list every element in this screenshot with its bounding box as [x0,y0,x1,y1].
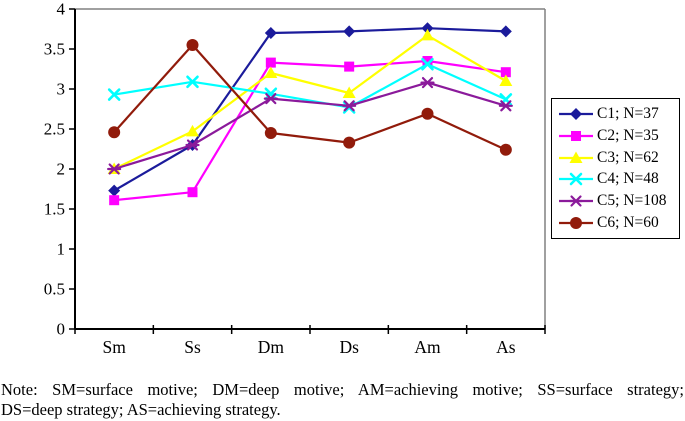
y-tick-label: 0.5 [44,280,65,299]
circle-marker [421,107,434,120]
circle-marker [264,127,277,139]
x-marker [421,57,434,71]
x-marker [569,173,583,186]
square-marker [187,187,198,198]
y-tick-label: 0 [57,320,66,339]
y-tick-label: 3.5 [44,40,65,59]
asterisk-marker [498,100,513,112]
legend-item-4: C4; N=48 [558,170,677,188]
legend-item-5: C5; N=108 [558,192,677,210]
circle-marker [570,217,582,230]
circle-marker [108,126,121,139]
x-category-label: Dm [258,337,285,357]
triangle-marker [264,66,278,78]
legend-marker-triangle-icon [559,151,593,163]
triangle-marker [186,124,199,137]
y-tick-label: 2 [57,160,66,179]
diamond-marker [421,22,434,35]
series-line-6 [113,43,507,151]
legend-marker-circle-icon [559,217,593,230]
asterisk-marker [420,77,435,89]
legend-marker-diamond-icon [559,107,593,120]
y-tick-label: 1.5 [44,200,65,219]
diamond-marker [499,25,512,38]
asterisk-marker [107,163,122,175]
diamond-marker [343,25,356,38]
square-marker [500,67,511,78]
legend-item-1: C1; N=37 [558,105,677,123]
asterisk-marker [185,139,200,151]
series-line-2 [114,59,506,202]
legend-label: C4; N=48 [597,170,659,188]
circle-marker [186,39,199,51]
triangle-marker [342,86,356,98]
legend-item-3: C3; N=62 [558,149,677,167]
square-marker [344,61,355,72]
series-line-5 [113,81,507,171]
figure-note: Note: SM=surface motive; DM=deep motive;… [1,380,684,420]
square-marker [571,130,581,141]
legend-label: C1; N=37 [597,104,659,122]
legend-marker-x-icon [559,173,593,186]
triangle-marker [569,151,583,163]
asterisk-marker [568,195,584,207]
legend-marker-asterisk-icon [559,195,593,207]
y-tick-label: 4 [57,0,66,19]
note-line-2: DS=deep strategy; AS=achieving strategy. [1,400,281,419]
x-marker [186,75,199,89]
diamond-marker [570,107,582,120]
asterisk-marker [342,100,357,112]
triangle-marker [421,28,434,41]
legend-label: C2; N=35 [597,126,659,144]
series-line-1 [113,27,506,192]
legend-label: C3; N=62 [597,148,659,166]
legend-label: C5; N=108 [597,192,667,210]
legend-item-2: C2; N=35 [558,127,677,145]
legend-label: C6; N=60 [597,214,659,232]
x-category-label: Ds [339,337,359,357]
circle-marker [343,136,356,149]
x-category-label: Am [414,337,441,357]
note-line-1: Note: SM=surface motive; DM=deep motive;… [1,380,684,399]
square-marker [265,57,276,68]
x-category-label: As [496,337,516,357]
x-marker [264,87,278,101]
series-line-4 [113,63,507,109]
x-category-label: Sm [102,337,126,357]
series-line-3 [113,34,507,170]
y-tick-label: 3 [57,80,66,99]
square-marker [109,195,120,206]
square-marker [422,56,433,66]
x-category-label: Ss [184,337,201,357]
legend-item-6: C6; N=60 [558,214,677,232]
circle-marker [499,143,512,156]
line-chart: 0 0.5 1 1.5 2 2.5 3 3.5 4 Sm Ss Dm Ds Am As [44,0,546,357]
x-marker [107,88,121,101]
chart-legend: C1; N=37 C2; N=35 C3; N=62 C4; N=48 C5; N=10… [551,98,680,239]
y-tick-label: 2.5 [44,120,65,139]
asterisk-marker [263,93,278,105]
diamond-marker [108,184,121,197]
y-tick-label: 1 [57,240,66,259]
legend-marker-square-icon [559,130,593,141]
triangle-marker [499,74,513,86]
diamond-marker [264,27,277,39]
